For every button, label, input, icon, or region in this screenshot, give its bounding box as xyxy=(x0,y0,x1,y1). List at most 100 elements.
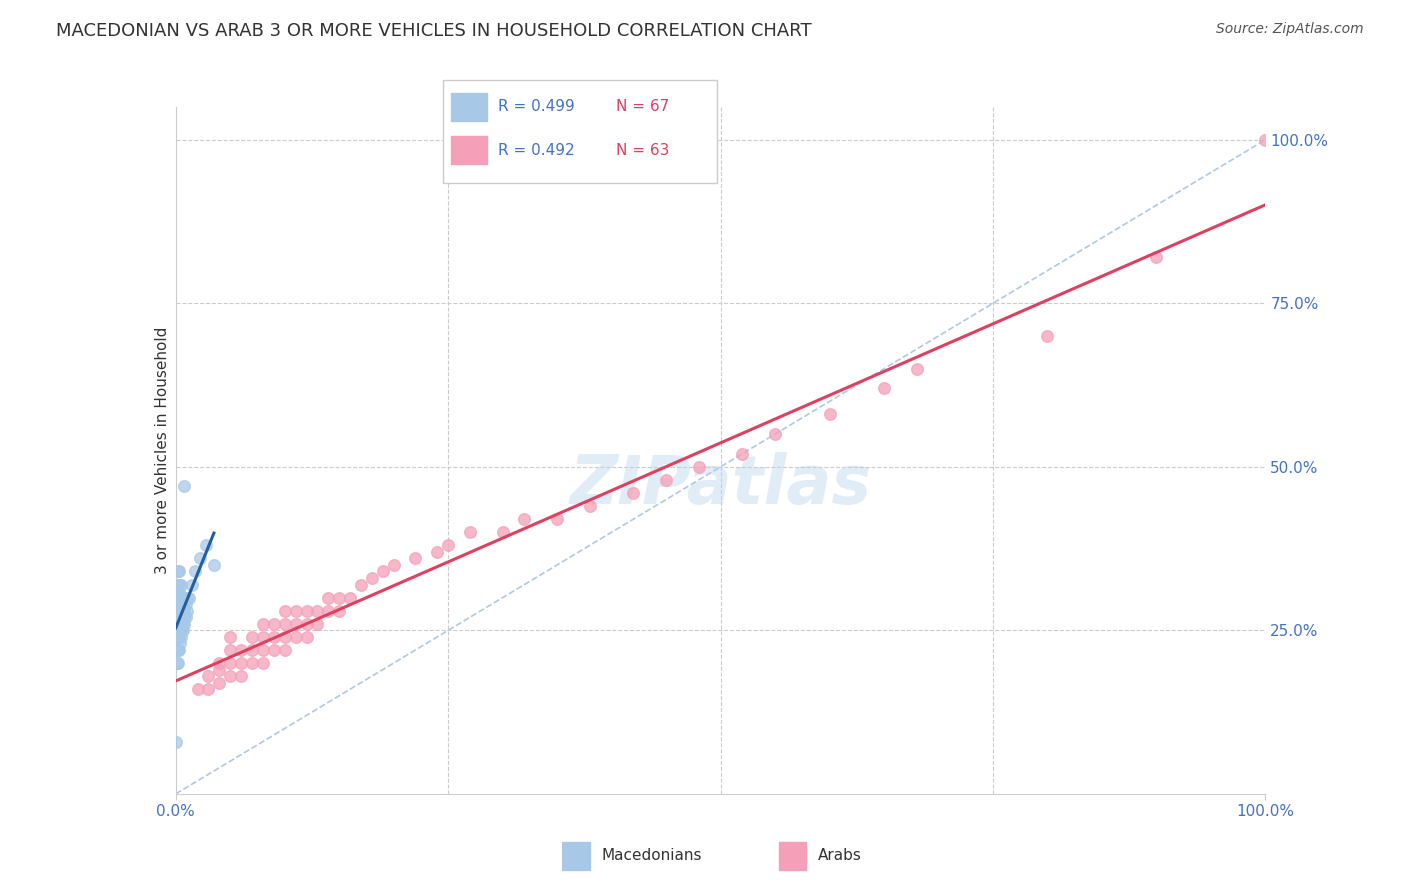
Point xyxy=(177,591,200,605)
Point xyxy=(173,616,195,631)
Point xyxy=(263,616,285,631)
Point xyxy=(240,643,263,657)
Point xyxy=(295,616,318,631)
Point xyxy=(186,682,209,697)
Point xyxy=(173,479,195,493)
Point xyxy=(169,591,191,605)
FancyBboxPatch shape xyxy=(451,136,486,164)
Text: R = 0.499: R = 0.499 xyxy=(498,99,575,114)
Point xyxy=(655,473,678,487)
Point xyxy=(231,669,253,683)
Point xyxy=(174,597,197,611)
Point xyxy=(208,663,231,677)
Text: Source: ZipAtlas.com: Source: ZipAtlas.com xyxy=(1216,22,1364,37)
Point xyxy=(328,591,350,605)
Y-axis label: 3 or more Vehicles in Household: 3 or more Vehicles in Household xyxy=(155,326,170,574)
Point xyxy=(1036,329,1059,343)
FancyBboxPatch shape xyxy=(562,842,591,870)
Point xyxy=(458,525,481,540)
Point xyxy=(621,486,644,500)
Point xyxy=(579,499,602,513)
Point xyxy=(231,656,253,670)
Point xyxy=(350,577,373,591)
Point xyxy=(437,538,460,552)
Point xyxy=(172,610,194,624)
Point xyxy=(763,427,786,442)
Point xyxy=(167,610,190,624)
Point xyxy=(240,656,263,670)
Point xyxy=(167,577,190,591)
Point xyxy=(167,604,190,618)
FancyBboxPatch shape xyxy=(451,93,486,121)
Point xyxy=(295,630,318,644)
Point xyxy=(263,643,285,657)
Point xyxy=(339,591,361,605)
Point xyxy=(167,565,190,579)
Point xyxy=(318,604,340,618)
Point xyxy=(371,565,394,579)
Point xyxy=(169,624,191,638)
Point xyxy=(170,577,193,591)
Point xyxy=(188,551,211,566)
Point xyxy=(170,630,193,644)
Point xyxy=(172,616,194,631)
Point xyxy=(166,630,188,644)
FancyBboxPatch shape xyxy=(443,80,717,183)
Point xyxy=(197,669,219,683)
Point xyxy=(274,643,297,657)
Point xyxy=(166,656,188,670)
Point xyxy=(284,630,307,644)
Point xyxy=(172,591,194,605)
Point xyxy=(172,610,194,624)
Point xyxy=(513,512,536,526)
Point xyxy=(382,558,405,572)
Point xyxy=(170,604,193,618)
Point xyxy=(274,604,297,618)
Text: R = 0.492: R = 0.492 xyxy=(498,143,574,158)
Point xyxy=(295,604,318,618)
Point xyxy=(172,624,194,638)
Point xyxy=(167,616,190,631)
Point xyxy=(274,630,297,644)
Point xyxy=(181,577,204,591)
Point xyxy=(169,597,191,611)
Point xyxy=(169,610,191,624)
Point xyxy=(240,630,263,644)
Point xyxy=(252,643,274,657)
Text: Arabs: Arabs xyxy=(818,848,862,863)
Point xyxy=(167,591,190,605)
Point xyxy=(219,643,242,657)
Point xyxy=(307,616,329,631)
Point xyxy=(208,656,231,670)
Point xyxy=(184,565,207,579)
Point xyxy=(176,604,198,618)
Point xyxy=(492,525,515,540)
Point xyxy=(1254,133,1277,147)
Point xyxy=(208,675,231,690)
Point xyxy=(170,616,193,631)
Point xyxy=(176,591,198,605)
Point xyxy=(166,604,188,618)
Point xyxy=(318,591,340,605)
Point xyxy=(172,624,194,638)
Text: Macedonians: Macedonians xyxy=(602,848,702,863)
Point xyxy=(170,591,193,605)
Point xyxy=(167,656,190,670)
Point xyxy=(284,604,307,618)
Point xyxy=(167,630,190,644)
Point xyxy=(170,624,193,638)
Point xyxy=(307,604,329,618)
Point xyxy=(688,459,710,474)
Point xyxy=(167,584,190,599)
Point xyxy=(167,565,190,579)
Point xyxy=(219,669,242,683)
Text: MACEDONIAN VS ARAB 3 OR MORE VEHICLES IN HOUSEHOLD CORRELATION CHART: MACEDONIAN VS ARAB 3 OR MORE VEHICLES IN… xyxy=(56,22,811,40)
Point xyxy=(166,616,188,631)
Point xyxy=(167,643,190,657)
Point xyxy=(405,551,427,566)
Point xyxy=(172,604,194,618)
FancyBboxPatch shape xyxy=(779,842,807,870)
Point xyxy=(167,604,190,618)
Point xyxy=(173,610,195,624)
Point xyxy=(263,630,285,644)
